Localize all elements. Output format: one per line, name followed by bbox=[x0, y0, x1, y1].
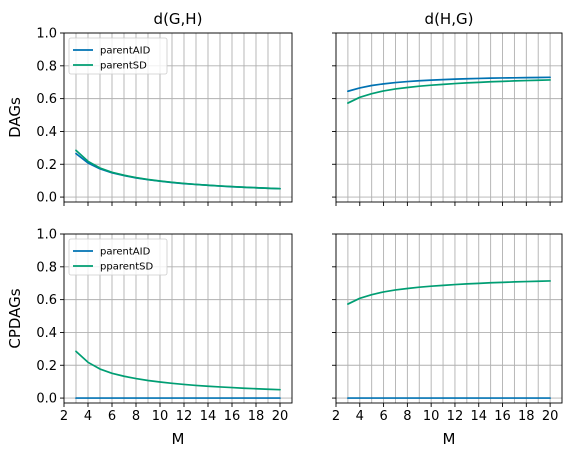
x-tick-label: 2 bbox=[60, 409, 68, 424]
series-line-parentSD bbox=[75, 149, 281, 190]
x-axis-label: M bbox=[443, 430, 456, 448]
x-tick-label: 8 bbox=[403, 409, 411, 424]
x-tick-label: 4 bbox=[84, 409, 92, 424]
series-line-pparentSD bbox=[347, 280, 551, 305]
x-tick-label: 20 bbox=[542, 409, 559, 424]
x-tick-label: 14 bbox=[470, 409, 487, 424]
series-line-pparentSD bbox=[75, 350, 281, 391]
axes-frame bbox=[335, 233, 563, 404]
x-tick-label: 4 bbox=[356, 409, 364, 424]
x-axis-label: M bbox=[172, 430, 185, 448]
legend: parentAID parentSD bbox=[68, 37, 168, 75]
x-tick-label: 14 bbox=[200, 409, 217, 424]
x-tick-label: 20 bbox=[272, 409, 289, 424]
y-tick-label: 0.2 bbox=[36, 359, 57, 374]
legend-frame bbox=[68, 238, 168, 276]
x-tick-label: 10 bbox=[152, 409, 169, 424]
y-axis-label: CPDAGs bbox=[6, 288, 24, 348]
y-tick-label: 0.6 bbox=[36, 92, 57, 107]
y-tick-label: 0.0 bbox=[36, 392, 57, 407]
axes-frame bbox=[335, 32, 563, 203]
y-tick-label: 1.0 bbox=[36, 228, 57, 243]
y-tick-label: 0.2 bbox=[36, 158, 57, 173]
x-tick-label: 8 bbox=[132, 409, 140, 424]
y-tick-label: 0.6 bbox=[36, 293, 57, 308]
x-tick-label: 10 bbox=[423, 409, 440, 424]
y-tick-label: 0.4 bbox=[36, 326, 57, 341]
legend: parentAID pparentSD bbox=[68, 238, 168, 276]
series-line-parentAID bbox=[347, 76, 551, 93]
x-tick-label: 12 bbox=[176, 409, 193, 424]
y-tick-label: 1.0 bbox=[36, 27, 57, 42]
legend-label-parentAID: parentAID bbox=[100, 247, 151, 258]
x-tick-label: 16 bbox=[494, 409, 511, 424]
legend-frame bbox=[68, 37, 168, 75]
legend-label-pparentSD: pparentSD bbox=[100, 262, 153, 273]
y-tick-label: 0.4 bbox=[36, 125, 57, 140]
panel-title: d(H,G) bbox=[425, 10, 474, 28]
axes-frame bbox=[63, 32, 293, 203]
y-tick-label: 0.0 bbox=[36, 191, 57, 206]
y-tick-label: 0.8 bbox=[36, 59, 57, 74]
x-tick-label: 6 bbox=[379, 409, 387, 424]
x-tick-label: 6 bbox=[108, 409, 116, 424]
x-tick-label: 18 bbox=[518, 409, 535, 424]
axes-frame bbox=[63, 233, 293, 404]
legend-label-parentSD: parentSD bbox=[100, 61, 147, 72]
panel-top-right: d(H,G) bbox=[332, 10, 563, 206]
x-tick-label: 2 bbox=[332, 409, 340, 424]
y-axis-label: DAGs bbox=[6, 97, 24, 138]
panel-title: d(G,H) bbox=[154, 10, 203, 28]
legend-label-parentAID: parentAID bbox=[100, 46, 151, 57]
series-line-parentSD bbox=[347, 79, 551, 104]
y-tick-label: 0.8 bbox=[36, 260, 57, 275]
x-tick-label: 12 bbox=[447, 409, 464, 424]
panel-top-left: 0.00.20.40.60.81.0d(G,H)DAGsparentAIDpar… bbox=[6, 10, 293, 206]
x-tick-label: 18 bbox=[248, 409, 265, 424]
x-tick-label: 16 bbox=[224, 409, 241, 424]
panel-bottom-left: 2 4 6 8 10 12 14 16 18 20 0.0 0.2 0.4 0.6 0.8 1.0 CPDAGs… bbox=[6, 228, 293, 448]
panel-bottom-right: 2 4 6 8 10 12 14 16 18 20 M bbox=[332, 233, 563, 448]
